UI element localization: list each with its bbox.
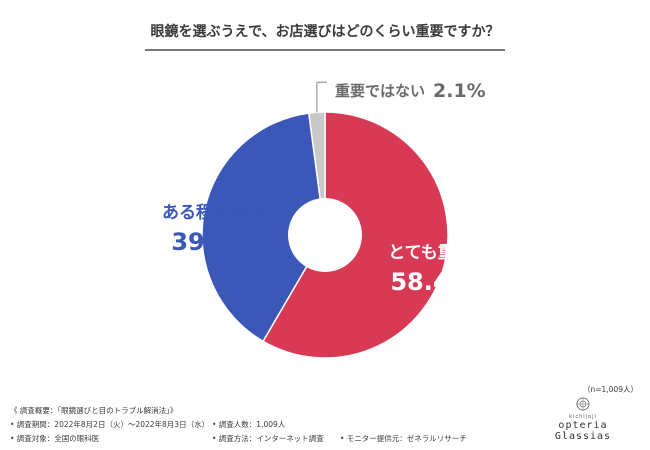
survey-period: • 調査期間：2022年8月2日（火）〜2022年8月3日（水） <box>10 420 210 429</box>
slice-label-0: とても重要 <box>388 242 472 263</box>
leader-line <box>316 81 327 113</box>
brand-logo: kichijoji opteria Glassias <box>528 396 638 442</box>
slice-label-1: ある程度重要 <box>162 202 264 223</box>
chart-title: 眼鏡を選ぶうえで、お店選びはどのくらい重要ですか？ <box>150 23 499 40</box>
survey-title: 《 調査概要：「眼鏡選びと目のトラブル解消法」》 <box>10 406 178 415</box>
survey-target: • 調査対象：全国の眼科医 <box>10 434 100 443</box>
donut-hole <box>288 198 362 272</box>
pie-slice-1 <box>201 112 326 343</box>
survey-respondents: • 調査人数：1,009人 <box>212 420 286 429</box>
slice-value-1: 39.5% <box>171 228 254 256</box>
survey-provider: • モニター提供元：ゼネラルリサーチ <box>340 434 467 443</box>
brand-name: opteria Glassias <box>554 420 612 442</box>
brand-sub: kichijoji <box>569 414 597 420</box>
brand-emblem-icon <box>576 397 590 411</box>
slice-label-2: 重要ではない <box>335 82 425 100</box>
slice-value-0: 58.4% <box>390 268 473 296</box>
sample-size: （n=1,009人） <box>582 385 638 394</box>
slice-labels: とても重要 58.4% ある程度重要 39.5% 重要ではない 2.1% <box>162 80 486 296</box>
leader-line-group <box>316 81 327 113</box>
slice-value-2: 2.1% <box>433 80 486 102</box>
survey-method: • 調査方法：インターネット調査 <box>212 434 324 443</box>
